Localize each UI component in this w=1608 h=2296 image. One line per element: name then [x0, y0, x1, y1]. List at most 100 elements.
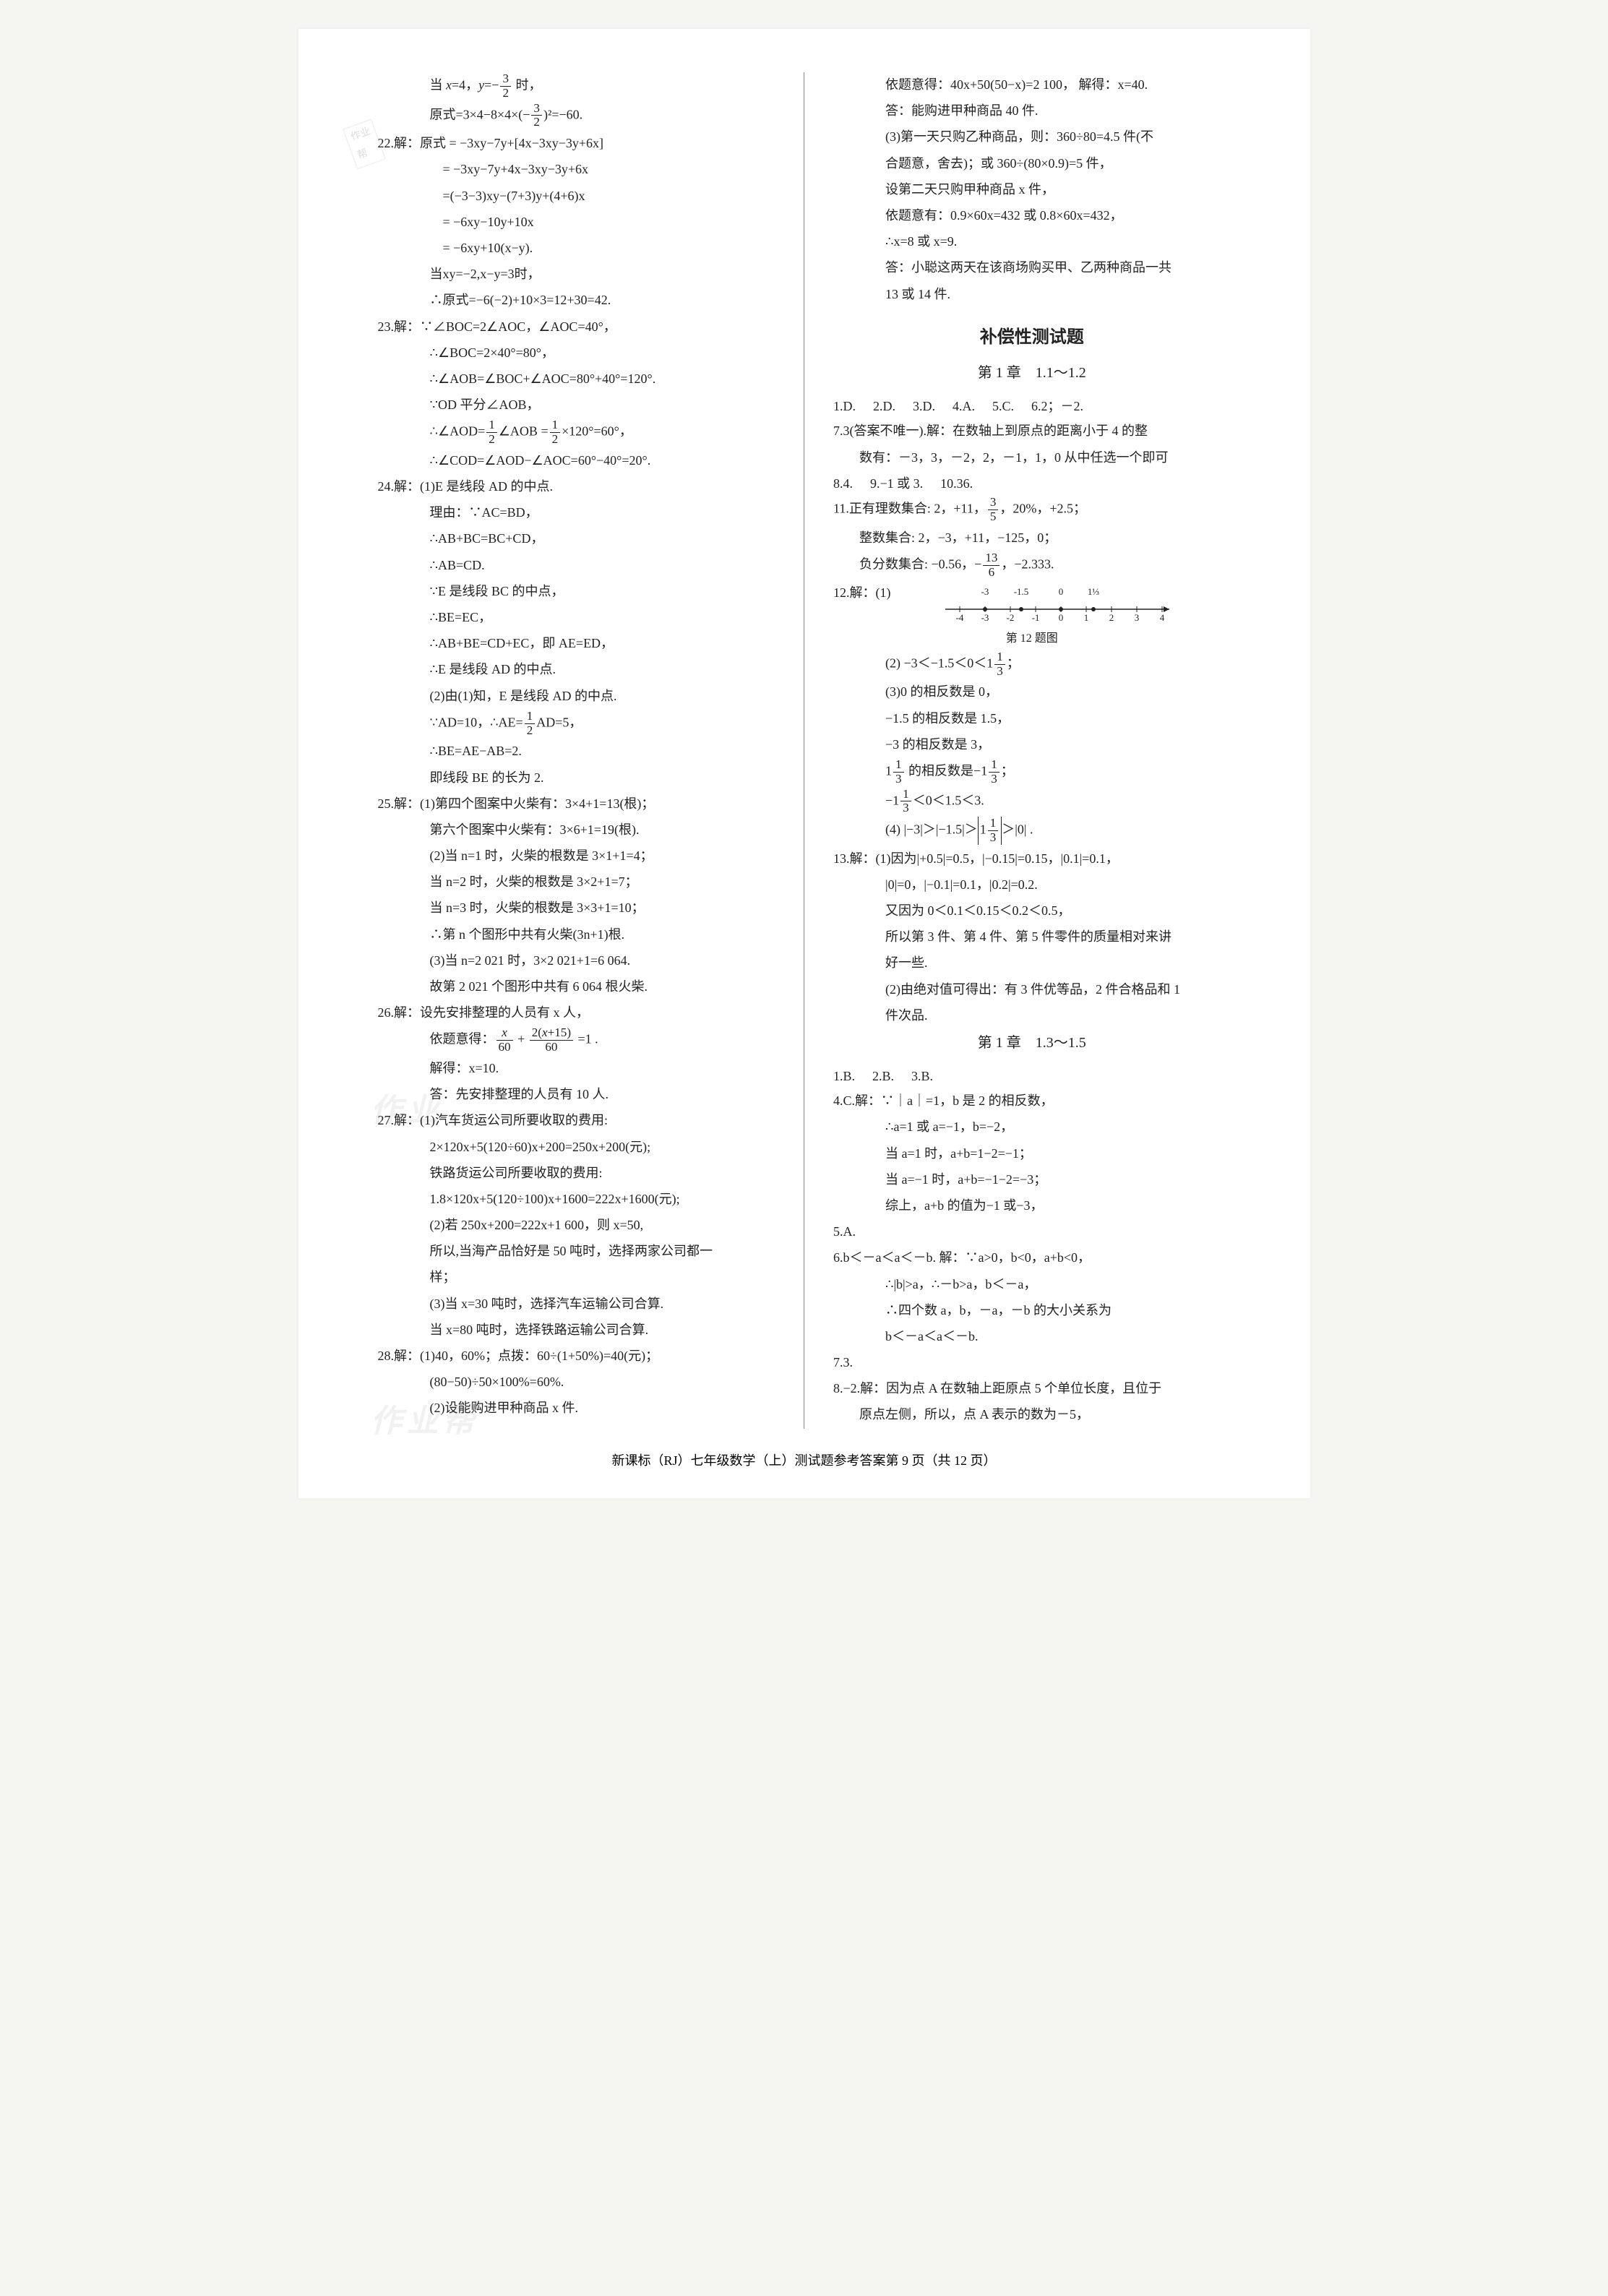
cont-line: 合题意，舍去)；或 360÷(80×0.9)=5 件， [833, 151, 1231, 176]
q13-line: (2)由绝对值可得出：有 3 件优等品，2 件合格品和 1 [833, 977, 1231, 1002]
page-root: 作业 作业帮 当 x=4，y=−32 时， 原式=3×4−8×4×(−32)²=… [298, 29, 1310, 1498]
q28-line: (2)设能购进甲种商品 x 件. [378, 1396, 775, 1420]
b4-line: 4.C.解：∵｜a｜=1，b 是 2 的相反数， [833, 1088, 1231, 1113]
ans: 2.B. [872, 1064, 894, 1088]
q27-line: 样； [378, 1265, 775, 1289]
svg-text:-1.5: -1.5 [1013, 586, 1028, 597]
q12-lead-text: 12.解：(1) [833, 580, 891, 605]
q25-line: ∴第 n 个图形中共有火柴(3n+1)根. [378, 922, 775, 947]
a7-line: 7.3(答案不唯一).解：在数轴上到原点的距离小于 4 的整 [833, 418, 1231, 443]
answers-b1-3: 1.B. 2.B. 3.B. [833, 1064, 1231, 1088]
left-column: 当 x=4，y=−32 时， 原式=3×4−8×4×(−32)²=−60. 22… [356, 72, 797, 1429]
q23-line: 23.解：∵∠BOC=2∠AOC，∠AOC=40°， [378, 314, 775, 339]
a7-line: 数有：－3，3，－2，2，－1，1，0 从中任选一个即可 [833, 445, 1231, 470]
q12-line: 113 的相反数是−113； [833, 758, 1231, 786]
ans: 8.4. [833, 471, 853, 496]
cont-line: 依题意有：0.9×60x=432 或 0.8×60x=432， [833, 203, 1231, 228]
ans: 5.C. [992, 394, 1014, 418]
svg-text:1⅓: 1⅓ [1087, 586, 1099, 597]
q27-line: 2×120x+5(120÷60)x+200=250x+200(元); [378, 1135, 775, 1159]
sub-title-a: 第 1 章 1.1～1.2 [833, 359, 1231, 387]
b4-line: 当 a=1 时，a+b=1−2=−1； [833, 1141, 1231, 1166]
ans: 1.D. [833, 394, 856, 418]
q12-line: (2) −3＜−1.5＜0＜113； [833, 650, 1231, 679]
sub-title-b: 第 1 章 1.3～1.5 [833, 1029, 1231, 1057]
q13-line: |0|=0，|−0.1|=0.1，|0.2|=0.2. [833, 872, 1231, 897]
ans: 6.2；－2. [1031, 394, 1083, 418]
svg-text:-1: -1 [1031, 612, 1039, 623]
q23-line: ∴∠AOB=∠BOC+∠AOC=80°+40°=120°. [378, 366, 775, 391]
q23-line: ∴∠COD=∠AOD−∠AOC=60°−40°=20°. [378, 448, 775, 473]
ans: 2.D. [873, 394, 895, 418]
svg-text:3: 3 [1134, 612, 1139, 623]
q27-line: 当 x=80 吨时，选择铁路运输公司合算. [378, 1317, 775, 1342]
q27-line: (3)当 x=30 吨时，选择汽车运输公司合算. [378, 1291, 775, 1316]
section-title-a: 补偿性测试题 [833, 321, 1231, 354]
q26-line: 解得：x=10. [378, 1056, 775, 1080]
q22-line: =(−3−3)xy−(7+3)y+(4+6)x [378, 184, 775, 208]
q22-line: ∴原式=−6(−2)+10×3=12+30=42. [378, 288, 775, 312]
q24-line: ∴AB+BC=BC+CD， [378, 526, 775, 551]
q13-line: 又因为 0＜0.1＜0.15＜0.2＜0.5， [833, 898, 1231, 923]
q12-line: −1.5 的相反数是 1.5， [833, 706, 1231, 731]
svg-text:1: 1 [1083, 612, 1088, 623]
q24-line: ∵AD=10，∴AE=12AD=5， [378, 710, 775, 738]
answers-1-6: 1.D. 2.D. 3.D. 4.A. 5.C. 6.2；－2. [833, 394, 1231, 418]
svg-text:-4: -4 [955, 612, 963, 623]
q27-line: 27.解：(1)汽车货运公司所要收取的费用: [378, 1108, 775, 1132]
cont-line: 答：能购进甲种商品 40 件. [833, 98, 1231, 123]
cont-line: 设第二天只购甲种商品 x 件， [833, 177, 1231, 202]
b6-line: 6.b＜－a＜a＜－b. 解：∵a>0，b<0，a+b<0， [833, 1245, 1231, 1270]
svg-text:4: 4 [1159, 612, 1164, 623]
ans: 10.36. [940, 471, 973, 496]
svg-text:-3: -3 [981, 612, 989, 623]
answers-8-10: 8.4. 9.−1 或 3. 10.36. [833, 471, 1231, 496]
q27-line: 1.8×120x+5(120÷100)x+1600=222x+1600(元); [378, 1187, 775, 1211]
b5-line: 5.A. [833, 1219, 1231, 1244]
q13-line: 件次品. [833, 1003, 1231, 1028]
a11-line: 整数集合: 2，−3，+11，−125，0； [833, 525, 1231, 550]
b6-line: ∴|b|>a，∴－b>a，b＜－a， [833, 1272, 1231, 1297]
b4-line: 当 a=−1 时，a+b=−1−2=−3； [833, 1167, 1231, 1192]
svg-text:0: 0 [1058, 586, 1063, 597]
numline-caption: 第 12 题图 [833, 628, 1231, 650]
q24-line: (2)由(1)知，E 是线段 AD 的中点. [378, 684, 775, 708]
svg-text:-3: -3 [981, 586, 989, 597]
q25-line: 当 n=3 时，火柴的根数是 3×3+1=10； [378, 895, 775, 920]
q13-line: 好一些. [833, 950, 1231, 975]
q24-line: ∴BE=AE−AB=2. [378, 739, 775, 763]
q24-line: 24.解：(1)E 是线段 AD 的中点. [378, 474, 775, 499]
q21-line: 当 x=4，y=−32 时， [378, 72, 775, 100]
ans: 3.B. [911, 1064, 933, 1088]
q12-lead: 12.解：(1) -3 -1.5 0 1⅓ [833, 580, 1231, 627]
q25-line: 故第 2 021 个图形中共有 6 064 根火柴. [378, 974, 775, 999]
ans: 3.D. [913, 394, 935, 418]
q24-line: 理由：∵AC=BD， [378, 500, 775, 525]
cont-line: (3)第一天只购乙种商品，则：360÷80=4.5 件(不 [833, 124, 1231, 149]
q25-line: (2)当 n=1 时，火柴的根数是 3×1+1=4； [378, 843, 775, 868]
b7-line: 7.3. [833, 1350, 1231, 1375]
b8-line: 原点左侧，所以，点 A 表示的数为－5， [833, 1402, 1231, 1427]
q22-line: = −6xy+10(x−y). [378, 236, 775, 260]
svg-text:0: 0 [1058, 612, 1063, 623]
q23-line: ∴∠BOC=2×40°=80°， [378, 340, 775, 365]
cont-line: 13 或 14 件. [833, 282, 1231, 306]
b4-line: 综上，a+b 的值为−1 或−3， [833, 1193, 1231, 1218]
q22-line: 22.解：原式 = −3xy−7y+[4x−3xy−3y+6x] [378, 131, 775, 155]
q28-line: (80−50)÷50×100%=60%. [378, 1370, 775, 1394]
q22-line: = −6xy−10y+10x [378, 210, 775, 234]
q25-line: 当 n=2 时，火柴的根数是 3×2+1=7； [378, 869, 775, 894]
q27-line: 铁路货运公司所要收取的费用: [378, 1161, 775, 1185]
columns: 作业 作业帮 当 x=4，y=−32 时， 原式=3×4−8×4×(−32)²=… [356, 72, 1252, 1429]
q24-line: ∴BE=EC， [378, 605, 775, 629]
q26-line: 答：先安排整理的人员有 10 人. [378, 1082, 775, 1106]
cont-line: 答：小聪这两天在该商场购买甲、乙两种商品一共 [833, 255, 1231, 280]
q27-line: (2)若 250x+200=222x+1 600，则 x=50, [378, 1213, 775, 1237]
svg-text:-2: -2 [1006, 612, 1014, 623]
q12-line: (3)0 的相反数是 0， [833, 679, 1231, 704]
q25-line: 25.解：(1)第四个图案中火柴有：3×4+1=13(根)； [378, 791, 775, 816]
q24-line: ∵E 是线段 BC 的中点， [378, 579, 775, 603]
q25-line: 第六个图案中火柴有：3×6+1=19(根). [378, 817, 775, 842]
b6-line: ∴四个数 a，b，－a，－b 的大小关系为 [833, 1298, 1231, 1323]
q25-line: (3)当 n=2 021 时，3×2 021+1=6 064. [378, 948, 775, 973]
